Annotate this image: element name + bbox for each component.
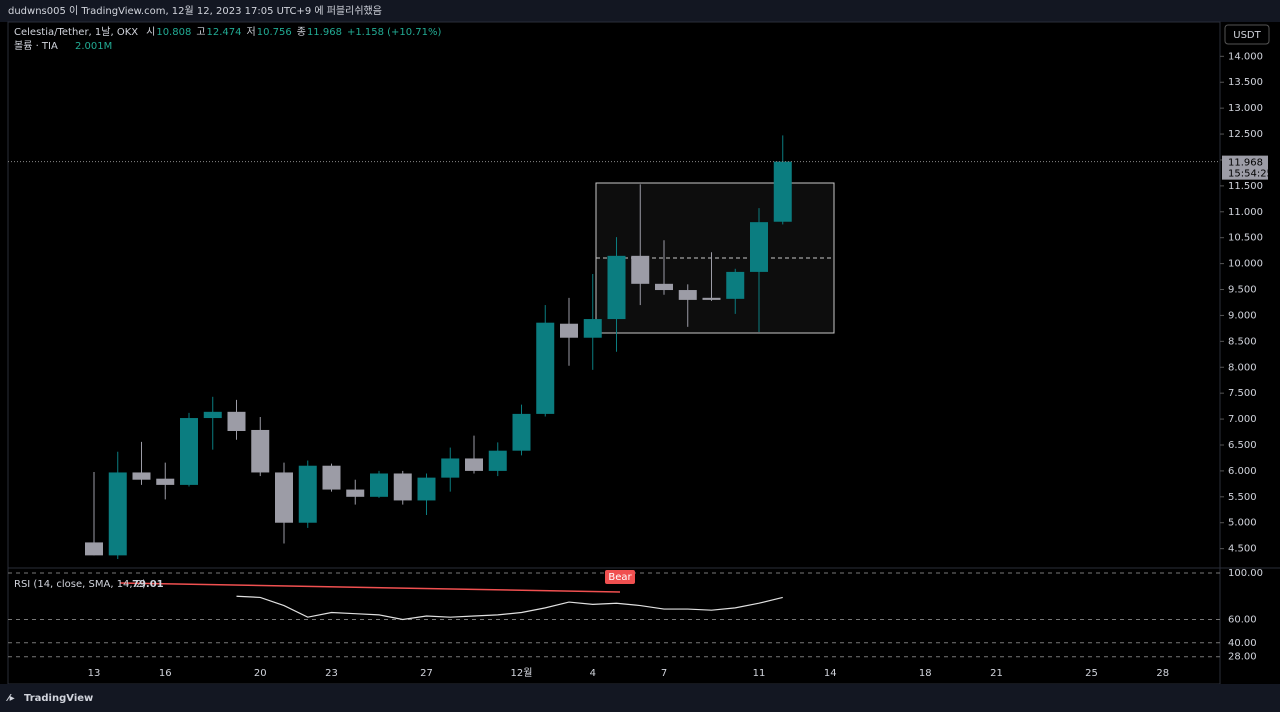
candle-body bbox=[180, 418, 198, 485]
candle-body bbox=[655, 283, 673, 291]
x-tick-label: 11 bbox=[753, 668, 766, 679]
x-tick-label: 14 bbox=[824, 668, 837, 679]
candle-body bbox=[346, 489, 365, 497]
x-tick-label: 20 bbox=[254, 668, 267, 679]
candle-body bbox=[108, 472, 127, 556]
y-tick-label: 5.000 bbox=[1228, 518, 1257, 529]
candle-body bbox=[536, 322, 555, 414]
candle-body bbox=[132, 472, 151, 480]
y-tick-label: 9.500 bbox=[1228, 285, 1257, 296]
candle-body bbox=[227, 411, 246, 431]
x-tick-label: 18 bbox=[919, 668, 932, 679]
candle-body bbox=[322, 465, 341, 490]
y-tick-label: 40.00 bbox=[1228, 638, 1257, 649]
low-label: 저 bbox=[247, 26, 256, 38]
candle-body bbox=[441, 458, 460, 478]
candle-body bbox=[298, 465, 317, 523]
y-tick-label: 6.000 bbox=[1228, 466, 1257, 477]
candle-body bbox=[560, 323, 578, 338]
volume-value: 2.001M bbox=[75, 41, 112, 52]
y-tick-label: 9.000 bbox=[1228, 310, 1257, 321]
symbol: Celestia/Tether, 1날, OKX bbox=[14, 26, 138, 38]
candle-body bbox=[85, 542, 103, 556]
x-tick-label: 13 bbox=[88, 668, 101, 679]
bottom-bar bbox=[0, 684, 1280, 712]
candle-body bbox=[607, 255, 626, 320]
publisher: dudwns005 이 TradingView.com, 12월 12, 202… bbox=[8, 4, 382, 17]
last-price-label: 11.968 bbox=[1228, 158, 1263, 169]
x-tick-label: 4 bbox=[590, 668, 596, 679]
last-price-tag bbox=[1222, 155, 1268, 180]
rsi-title: RSI (14, close, SMA, 14, 2) bbox=[14, 579, 146, 590]
high-value: 12.474 bbox=[207, 27, 242, 38]
legend: Celestia/Tether, 1날, OKX 시 10.808 고 12.4… bbox=[14, 26, 442, 52]
countdown: 15:54:25 bbox=[1228, 169, 1273, 180]
candle-body bbox=[251, 429, 270, 473]
y-tick-label: 28.00 bbox=[1228, 652, 1257, 663]
open-value: 10.808 bbox=[156, 27, 191, 38]
candle-body bbox=[512, 413, 531, 451]
candle-body bbox=[203, 411, 222, 419]
x-tick-label: 21 bbox=[990, 668, 1003, 679]
y-tick-label: 8.500 bbox=[1228, 336, 1257, 347]
candle-body bbox=[370, 473, 388, 497]
y-tick-label: 8.000 bbox=[1228, 362, 1257, 373]
y-tick-label: 12.500 bbox=[1228, 129, 1263, 140]
candle-body bbox=[156, 478, 175, 485]
candle-body bbox=[465, 458, 483, 471]
y-tick-label: 6.500 bbox=[1228, 440, 1257, 451]
top-bar bbox=[0, 0, 1280, 22]
candle-body bbox=[631, 255, 650, 284]
x-tick-label: 7 bbox=[661, 668, 667, 679]
y-tick-label: 100.00 bbox=[1228, 568, 1263, 579]
y-tick-label: 14.000 bbox=[1228, 51, 1263, 62]
candle-body bbox=[583, 319, 602, 338]
volume-label: 볼륨 · TIA bbox=[14, 40, 58, 52]
currency-button[interactable] bbox=[1224, 24, 1270, 45]
candle-body bbox=[726, 271, 745, 299]
candle-body bbox=[393, 473, 412, 501]
y-tick-label: 10.000 bbox=[1228, 259, 1263, 270]
bear-label: Bear bbox=[608, 572, 632, 583]
x-tick-label: 25 bbox=[1085, 668, 1098, 679]
x-tick-label: 27 bbox=[420, 668, 433, 679]
y-tick-label: 5.500 bbox=[1228, 492, 1257, 503]
x-tick-label: 16 bbox=[159, 668, 172, 679]
x-tick-label: 28 bbox=[1156, 668, 1169, 679]
candle-body bbox=[773, 161, 792, 222]
y-tick-label: 13.000 bbox=[1228, 103, 1263, 114]
candle-body bbox=[702, 297, 721, 300]
y-tick-label: 11.500 bbox=[1228, 181, 1263, 192]
close-value: 11.968 bbox=[307, 27, 342, 38]
y-tick-label: 11.000 bbox=[1228, 207, 1263, 218]
high-label: 고 bbox=[196, 27, 205, 38]
y-tick-label: 7.000 bbox=[1228, 414, 1257, 425]
divergence-line bbox=[119, 582, 621, 593]
footer-brand: TradingView bbox=[24, 693, 93, 704]
x-tick-label: 23 bbox=[325, 668, 338, 679]
open-label: 시 bbox=[146, 26, 155, 38]
y-tick-label: 4.500 bbox=[1228, 544, 1257, 555]
y-tick-label: 7.500 bbox=[1228, 388, 1257, 399]
rsi-last: 79.01 bbox=[132, 579, 164, 590]
change: +1.158 (+10.71%) bbox=[347, 27, 442, 38]
bear-tag bbox=[605, 570, 635, 584]
low-value: 10.756 bbox=[257, 27, 292, 38]
close-label: 종 bbox=[297, 26, 306, 38]
y-tick-label: 13.500 bbox=[1228, 77, 1263, 88]
y-tick-label: 60.00 bbox=[1228, 615, 1257, 626]
x-tick-label: 12월 bbox=[511, 667, 533, 679]
footer-logo: ⁄▸ bbox=[6, 693, 15, 704]
candle-body bbox=[417, 477, 436, 501]
candle-body bbox=[275, 472, 293, 523]
y-tick-label: 10.500 bbox=[1228, 233, 1263, 244]
candle-body bbox=[750, 222, 768, 272]
candle-body bbox=[678, 290, 697, 300]
currency: USDT bbox=[1233, 30, 1261, 41]
candle-body bbox=[488, 450, 507, 471]
rsi-line bbox=[236, 595, 783, 621]
